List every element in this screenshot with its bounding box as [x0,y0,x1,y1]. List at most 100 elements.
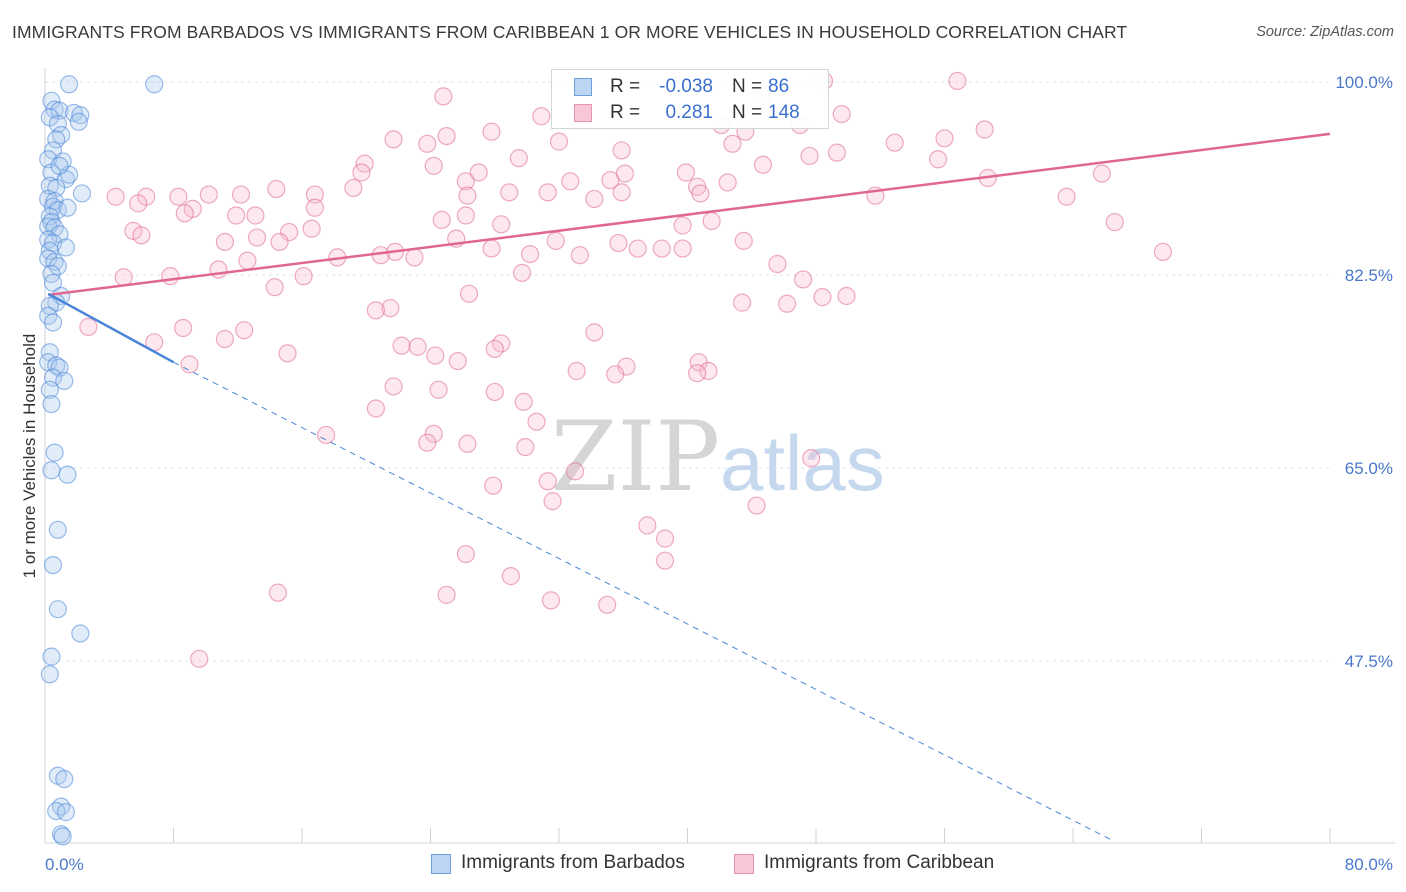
barbados-point [40,380,59,399]
caribbean-point [688,364,707,383]
caribbean-point [246,206,265,225]
x-tick-label-min: 0.0% [45,855,84,874]
barbados-swatch [574,78,592,96]
barbados-points [39,75,164,846]
caribbean-point [652,239,671,258]
caribbean-point [500,183,519,202]
caribbean-point [532,107,551,126]
caribbean-n-label: N = [732,102,763,123]
caribbean-point [570,246,589,265]
caribbean-point [129,194,148,213]
caribbean-point [565,462,585,481]
caribbean-point [432,210,451,230]
caribbean-point [802,449,821,468]
caribbean-point [747,496,766,515]
barbados-point [43,313,63,332]
barbados-point [71,106,90,125]
barbados-point [48,114,67,134]
y-tick-label: 47.5% [1345,652,1393,671]
barbados-point [58,198,77,217]
barbados-point [58,465,77,484]
caribbean-point [106,187,125,206]
caribbean-point [456,544,475,564]
barbados-point [42,394,61,414]
caribbean-point [492,215,511,234]
caribbean-point [1092,164,1112,183]
caribbean-point [538,472,557,491]
caribbean-point [777,294,797,313]
caribbean-point [561,172,580,191]
caribbean-point [459,284,479,303]
caribbean-point [699,361,718,381]
caribbean-point [638,516,657,535]
caribbean-point [456,206,475,225]
caribbean-point [268,583,288,602]
caribbean-point [437,126,456,146]
caribbean-point [352,163,371,182]
x-tick-label-max: 80.0% [1345,855,1393,874]
barbados-point [72,184,92,203]
caribbean-point [928,150,948,169]
caribbean-point [734,231,753,250]
caribbean-point [691,184,710,203]
caribbean-point [265,278,284,297]
caribbean-point [718,173,737,192]
trend-lines [47,132,1331,842]
caribbean-point [161,267,180,286]
caribbean-point [437,585,456,604]
y-tick-label: 100.0% [1335,73,1393,92]
barbados-point [145,75,164,94]
caribbean-point [316,425,336,445]
barbados-point [59,75,79,94]
caribbean-points [79,71,1173,668]
caribbean-point [585,323,604,342]
caribbean-point [723,134,742,153]
caribbean-point [215,329,234,349]
barbados-point [53,827,72,846]
barbados-r-label: R = [610,76,641,97]
caribbean-point [227,206,246,225]
caribbean-point [827,143,846,162]
caribbean-trend-line [48,132,1331,297]
caribbean-swatch [574,104,592,122]
caribbean-point [673,239,692,258]
bottom-barbados-label: Immigrants from Barbados [461,852,685,873]
caribbean-point [948,71,967,91]
caribbean-point [655,551,675,570]
barbados-point [47,130,66,149]
barbados-point [45,443,64,462]
caribbean-point [424,156,443,175]
caribbean-point [469,163,488,182]
caribbean-point [132,226,151,245]
caribbean-point [485,382,504,402]
caribbean-point [384,377,403,396]
barbados-n-label: N = [732,76,763,97]
caribbean-point [509,149,528,168]
axes [44,68,1395,844]
barbados-point [48,520,67,539]
caribbean-point [514,392,533,411]
barbados-point [43,273,63,292]
caribbean-point [800,146,819,166]
caribbean-point [543,492,562,511]
bottom-caribbean-label: Immigrants from Caribbean [764,852,995,873]
caribbean-point [484,476,503,495]
caribbean-point [448,351,467,371]
caribbean-point [612,141,631,160]
caribbean-point [676,163,695,182]
caribbean-point [169,187,188,206]
caribbean-point [885,133,904,152]
caribbean-point [520,244,540,264]
caribbean-point [598,595,617,614]
caribbean-point [294,267,313,286]
barbados-point [43,555,63,575]
caribbean-point [837,286,856,306]
caribbean-point [538,183,557,202]
barbados-r-value: -0.038 [659,76,713,97]
caribbean-point [794,270,813,289]
caribbean-point [392,336,411,355]
caribbean-point [753,155,773,174]
caribbean-point [585,189,604,209]
barbados-point [40,665,59,684]
caribbean-point [733,293,752,312]
